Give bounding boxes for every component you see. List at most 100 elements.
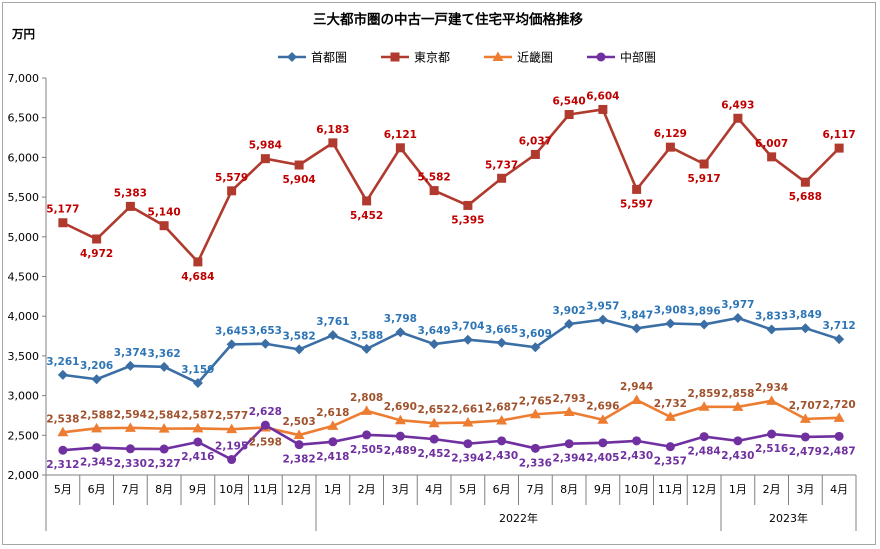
- data-point: [159, 361, 170, 372]
- data-label: 6,129: [654, 128, 687, 140]
- legend-marker: [287, 52, 297, 62]
- x-tick-label: 9月: [594, 483, 612, 496]
- data-point: [125, 360, 136, 371]
- y-tick-label: 5,000: [8, 231, 40, 244]
- data-point: [193, 257, 203, 267]
- data-point: [294, 440, 304, 450]
- data-point: [699, 432, 709, 442]
- data-point: [328, 437, 338, 447]
- data-point: [632, 436, 642, 446]
- x-tick-label: 12月: [692, 483, 717, 496]
- series-line: [62, 398, 840, 437]
- data-label: 2,357: [654, 456, 687, 468]
- y-tick-label: 5,500: [8, 191, 40, 204]
- axes: 2,000 2,500 3,000 3,500 4,000 4,500 5,000 5,500…: [8, 72, 857, 531]
- data-label: 2,418: [316, 451, 349, 463]
- data-label: 2,327: [148, 458, 181, 470]
- data-point: [91, 374, 102, 385]
- series-line: [62, 316, 840, 385]
- data-label: 2,416: [181, 451, 214, 463]
- series-layer: [57, 104, 845, 465]
- data-point: [833, 412, 845, 422]
- data-label: 2,808: [350, 392, 383, 404]
- data-point: [733, 113, 743, 123]
- data-label: 6,493: [721, 99, 754, 111]
- data-label: 2,312: [46, 459, 79, 471]
- y-tick-label: 6,000: [8, 151, 40, 164]
- data-label: 2,430: [485, 450, 518, 462]
- x-tick-label: 8月: [560, 483, 578, 496]
- data-label: 3,159: [181, 364, 214, 376]
- data-label: 2,430: [721, 450, 754, 462]
- data-label: 2,405: [586, 452, 619, 464]
- x-tick-label: 1月: [324, 483, 342, 496]
- data-label: 6,117: [823, 129, 856, 141]
- data-point: [564, 439, 574, 449]
- data-label: 3,261: [46, 356, 79, 368]
- data-point: [192, 377, 203, 388]
- data-label: 4,684: [181, 271, 214, 283]
- data-label: 2,577: [215, 410, 248, 422]
- x-tick-label: 5月: [459, 483, 477, 496]
- data-point: [294, 160, 304, 170]
- legend-label: 中部圏: [620, 50, 656, 65]
- data-label: 3,374: [114, 347, 147, 359]
- data-point: [91, 422, 103, 433]
- data-label: 6,037: [519, 135, 552, 147]
- x-tick-label: 1月: [729, 483, 747, 496]
- data-point: [563, 406, 575, 417]
- data-point: [496, 337, 507, 348]
- data-label: 2,765: [519, 395, 552, 407]
- data-label: 2,720: [823, 399, 856, 411]
- data-point: [497, 436, 507, 446]
- data-point: [631, 394, 643, 405]
- x-tick-label: 3月: [391, 483, 409, 496]
- data-label: 3,833: [755, 310, 788, 322]
- data-point: [159, 221, 169, 231]
- data-label: 6,121: [384, 129, 417, 141]
- data-point: [395, 431, 405, 441]
- data-label: 3,653: [249, 325, 282, 337]
- data-point: [260, 420, 270, 430]
- data-point: [732, 313, 743, 324]
- data-point: [294, 344, 305, 355]
- data-label: 3,609: [519, 328, 552, 340]
- data-label: 3,761: [316, 316, 349, 328]
- data-label: 2,345: [80, 457, 113, 469]
- data-point: [834, 143, 844, 153]
- data-point: [665, 142, 675, 152]
- data-point: [124, 422, 136, 432]
- data-label: 2,696: [586, 401, 619, 413]
- data-point: [429, 339, 440, 350]
- series-line: [62, 108, 841, 264]
- data-label: 2,618: [316, 407, 349, 419]
- data-label: 2,484: [688, 446, 721, 458]
- data-label: 2,628: [249, 406, 282, 418]
- data-point: [800, 177, 810, 187]
- data-label: 2,195: [215, 441, 248, 453]
- data-point: [395, 143, 405, 153]
- x-tick-label: 2月: [358, 483, 376, 496]
- data-point: [463, 200, 473, 210]
- data-point: [226, 423, 238, 434]
- data-point: [800, 323, 811, 334]
- data-label: 2,944: [620, 381, 653, 393]
- chart-title: 三大都市圏の中古一戸建て住宅平均価格推移: [313, 11, 583, 28]
- legend-label: 東京都: [414, 51, 450, 65]
- data-label: 5,395: [451, 214, 484, 226]
- data-point: [665, 318, 676, 329]
- data-label: 2,516: [755, 443, 788, 455]
- x-tick-label: 11月: [658, 483, 683, 496]
- data-label: 3,847: [620, 309, 653, 321]
- data-label: 2,487: [823, 445, 856, 457]
- x-tick-label: 4月: [425, 483, 443, 496]
- x-tick-label: 10月: [219, 483, 244, 496]
- data-point: [260, 154, 270, 164]
- data-label: 2,652: [418, 404, 451, 416]
- data-label: 2,707: [789, 400, 822, 412]
- data-point: [698, 401, 710, 411]
- year-group-label: 2022年: [499, 511, 538, 525]
- y-axis-unit: 万円: [11, 27, 35, 41]
- data-point: [394, 414, 406, 425]
